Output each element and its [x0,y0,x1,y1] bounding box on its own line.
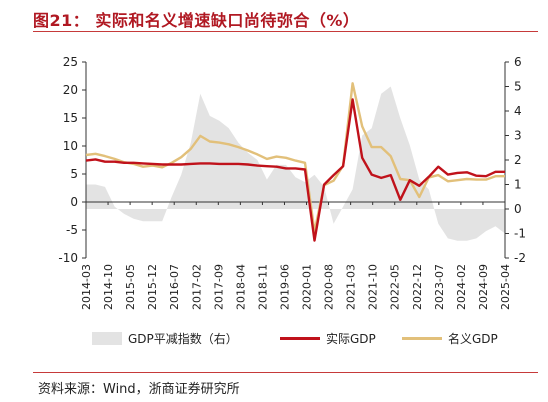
legend-item-deflator: GDP平减指数（右） [92,330,238,347]
x-tick-label: 2017-09 [212,264,225,310]
legend-item-real-gdp: 实际GDP [280,330,376,347]
right-tick-label: 0 [514,202,522,216]
legend-label-deflator: GDP平减指数（右） [128,332,238,346]
x-tick-label: 2024-02 [455,264,468,310]
left-tick-label: 20 [63,83,78,97]
right-tick-label: 2 [514,153,522,167]
x-tick-label: 2015-05 [124,264,137,310]
right-tick-label: 6 [514,55,522,69]
series-line-real-gdp [85,98,505,242]
legend-swatch-deflator [92,332,122,345]
right-tick-label: 5 [514,80,522,94]
right-tick-label: 4 [514,104,522,118]
left-tick-label: 0 [70,195,78,209]
left-tick-label: -5 [66,223,78,237]
x-tick-label: 2016-07 [168,264,181,310]
x-tick-label: 2017-02 [190,264,203,310]
legend-swatch-real-gdp [280,337,320,340]
x-tick-label: 2018-04 [234,264,247,310]
x-tick-label: 2019-06 [278,264,291,310]
right-tick-label: 3 [514,129,522,143]
series-line-nominal-gdp [85,82,505,233]
x-tick-label: 2014-03 [80,264,93,310]
source-divider [33,372,538,373]
left-tick-label: 15 [63,111,78,125]
x-tick-label: 2022-05 [389,264,402,310]
x-tick-label: 2025-04 [499,264,512,310]
x-tick-label: 2023-07 [433,264,446,310]
x-tick-label: 2024-09 [477,264,490,310]
x-tick-label: 2021-10 [367,264,380,310]
left-tick-label: -10 [58,251,78,265]
x-tick-label: 2020-01 [301,264,314,310]
x-tick-label: 2014-10 [102,264,115,310]
left-tick-label: 10 [63,139,78,153]
axis-layer [82,61,509,259]
legend-item-nominal-gdp: 名义GDP [402,330,498,347]
left-tick-label: 25 [63,55,78,69]
right-tick-label: -1 [514,227,526,241]
source-note: 资料来源：Wind，浙商证券研究所 [38,382,240,397]
legend-label-real-gdp: 实际GDP [326,332,376,346]
legend-swatch-nominal-gdp [402,337,442,340]
title-divider [33,31,538,32]
right-tick-label: 1 [514,178,522,192]
right-tick-label: -2 [514,251,526,265]
x-tick-label: 2015-12 [146,264,159,310]
gdp-lines-layer [85,82,505,242]
x-tick-label: 2020-08 [323,264,336,310]
x-tick-label: 2021-03 [345,264,358,310]
chart-title: 图21： 实际和名义增速缺口尚待弥合（%） [33,11,360,30]
x-tick-label: 2018-11 [256,264,269,310]
x-tick-label: 2022-12 [411,264,424,310]
chart-legend: GDP平减指数（右） 实际GDP 名义GDP [0,330,548,350]
left-tick-label: 5 [70,167,78,181]
legend-label-nominal-gdp: 名义GDP [448,332,498,346]
